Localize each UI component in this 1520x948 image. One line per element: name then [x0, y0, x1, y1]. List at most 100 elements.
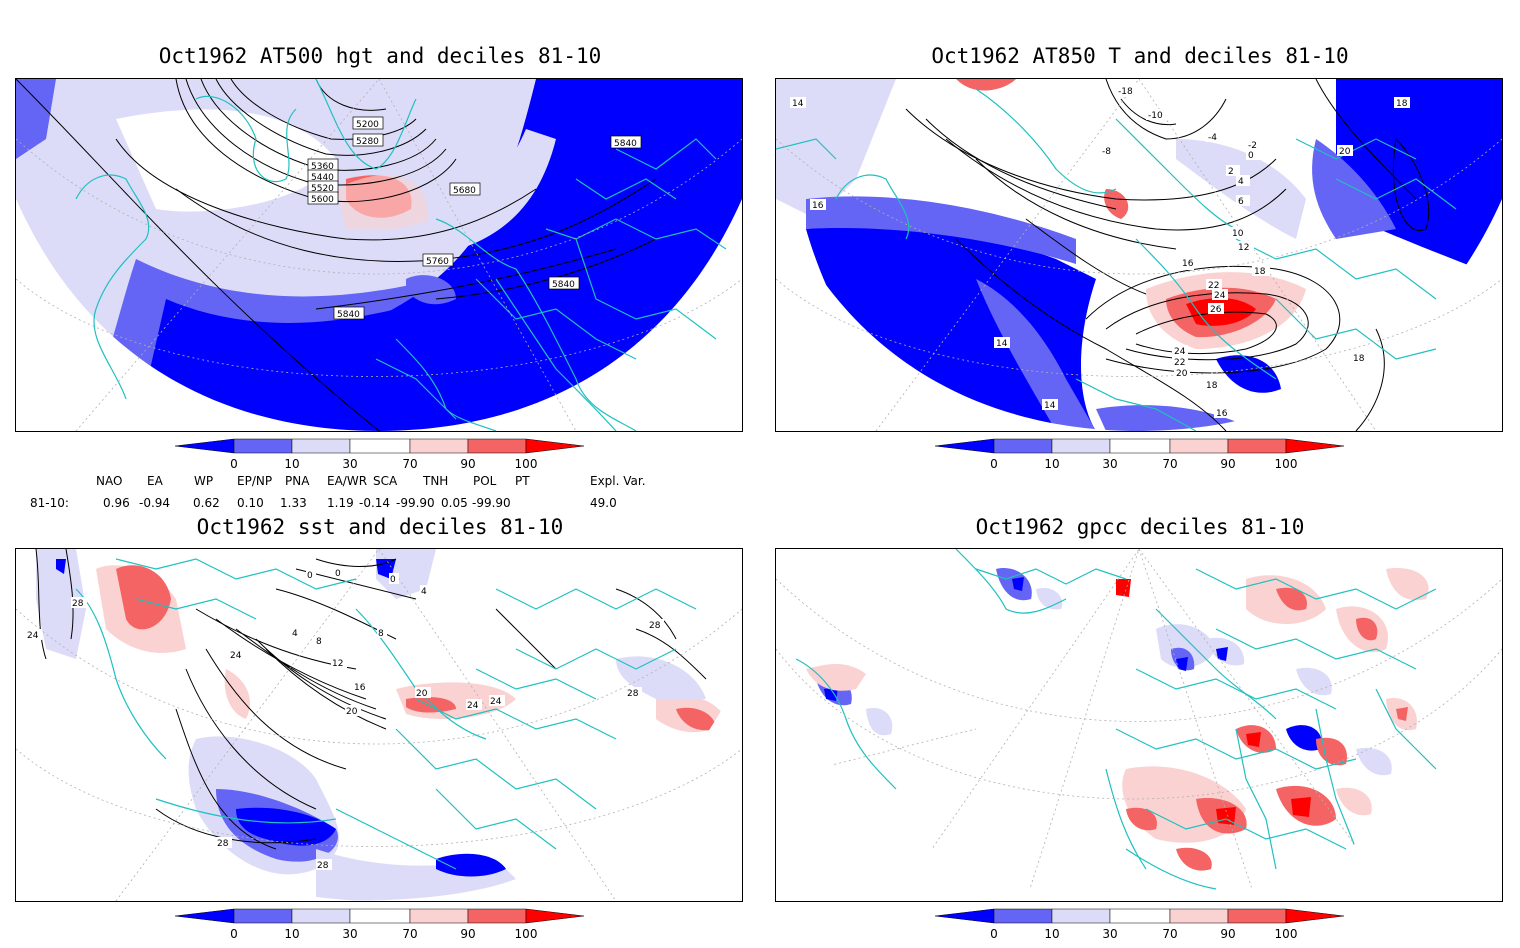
colorbar-swatch: [1051, 438, 1111, 454]
svg-text:5520: 5520: [311, 184, 334, 194]
svg-text:5680: 5680: [453, 186, 476, 196]
colorbar-swatch: [1109, 908, 1171, 924]
svg-text:24: 24: [490, 697, 502, 707]
index-value-wp: 0.62: [193, 496, 220, 510]
svg-text:5840: 5840: [337, 310, 360, 320]
svg-text:-18: -18: [1118, 87, 1133, 97]
colorbar-tick-label: 90: [1220, 457, 1235, 471]
colorbar-tick-label: 0: [990, 457, 998, 471]
colorbar-tick-label: 90: [460, 457, 475, 471]
colorbar-tick-label: 70: [1162, 927, 1177, 941]
svg-text:5840: 5840: [552, 280, 575, 290]
index-header-expl-var: Expl. Var.: [590, 474, 646, 488]
index-value-expl-var: 49.0: [590, 496, 617, 510]
colorbar-swatch: [525, 908, 585, 924]
map-panel-sst: 0 0 0 4 4 8 8 12 16 20 20 24 24 24 28 28…: [15, 548, 743, 902]
svg-text:5280: 5280: [356, 137, 379, 147]
colorbar-swatch: [174, 908, 235, 924]
svg-text:2: 2: [1228, 167, 1234, 177]
svg-text:18: 18: [1254, 267, 1266, 277]
svg-text:12: 12: [1238, 243, 1249, 253]
svg-text:-2: -2: [1248, 141, 1257, 151]
svg-text:5760: 5760: [426, 257, 449, 267]
colorbar-tick-label: 100: [1275, 457, 1298, 471]
index-header-sca: SCA: [373, 474, 398, 488]
svg-text:20: 20: [1176, 369, 1188, 379]
svg-text:24: 24: [1214, 291, 1226, 301]
colorbar-tick-label: 100: [515, 927, 538, 941]
svg-text:4: 4: [1238, 177, 1244, 187]
colorbar-tick-label: 70: [1162, 457, 1177, 471]
colorbar-swatch: [409, 438, 469, 454]
colorbar-tick-label: 90: [1220, 927, 1235, 941]
index-value-ea: -0.94: [139, 496, 171, 510]
colorbar-swatch: [1227, 908, 1287, 924]
colorbar-tr: 0 10 30 70 90 100: [932, 438, 1352, 474]
colorbar-tick-label: 70: [402, 457, 417, 471]
colorbar-swatch: [1109, 438, 1171, 454]
svg-text:0: 0: [307, 571, 313, 581]
svg-text:-10: -10: [1148, 111, 1163, 121]
colorbar-swatch: [174, 438, 235, 454]
index-header-pt: PT: [515, 474, 530, 488]
panel-title-tr: Oct1962 AT850 T and deciles 81-10: [931, 44, 1349, 68]
svg-text:5600: 5600: [311, 195, 334, 205]
colorbar-tick-label: 30: [342, 457, 357, 471]
svg-text:-4: -4: [1208, 133, 1217, 143]
svg-text:18: 18: [1396, 99, 1408, 109]
svg-text:5360: 5360: [311, 162, 334, 172]
colorbar-br: 0 10 30 70 90 100: [932, 908, 1352, 944]
colorbar-tick-label: 0: [990, 927, 998, 941]
svg-text:18: 18: [1206, 381, 1218, 391]
index-value-eawr: 1.19: [327, 496, 354, 510]
contour-labels-sst: 0 0 0 4 4 8 8 12 16 20 20 24 24 24 28 28…: [26, 567, 664, 871]
colorbar-bl: 0 10 30 70 90 100: [172, 908, 592, 944]
svg-text:28: 28: [649, 621, 661, 631]
colorbar-swatch: [993, 908, 1053, 924]
teleconnection-index-table: NAO EA WP EP/NP PNA EA/WR SCA TNH POL PT…: [0, 474, 760, 514]
svg-text:28: 28: [627, 689, 639, 699]
svg-text:10: 10: [1232, 229, 1244, 239]
colorbar-tick-label: 10: [1044, 457, 1059, 471]
svg-text:6: 6: [1238, 197, 1244, 207]
index-value-epnp: 0.10: [237, 496, 264, 510]
colorbar-swatch: [291, 908, 351, 924]
svg-text:24: 24: [467, 701, 479, 711]
colorbar-tick-label: 100: [1275, 927, 1298, 941]
colorbar-swatch: [1285, 438, 1345, 454]
index-header-epnp: EP/NP: [237, 474, 273, 488]
colorbar-svg: 0 10 30 70 90 100: [174, 908, 585, 941]
colorbar-swatch: [934, 908, 995, 924]
map-panel-gpcc: [775, 548, 1503, 902]
panel-title-br: Oct1962 gpcc deciles 81-10: [975, 515, 1305, 539]
svg-text:20: 20: [346, 707, 358, 717]
svg-text:16: 16: [1182, 259, 1194, 269]
index-value-nao: 0.96: [103, 496, 130, 510]
colorbar-tick-label: 10: [284, 457, 299, 471]
svg-text:16: 16: [354, 683, 366, 693]
svg-text:12: 12: [332, 659, 343, 669]
precip-anomaly-patches: [806, 568, 1429, 871]
svg-text:22: 22: [1208, 281, 1219, 291]
colorbar-tick-label: 30: [342, 927, 357, 941]
svg-text:18: 18: [1353, 354, 1365, 364]
svg-text:16: 16: [1216, 409, 1228, 419]
index-row-label: 81-10:: [30, 496, 69, 510]
colorbar-swatch: [409, 908, 469, 924]
svg-text:28: 28: [317, 861, 329, 871]
index-header-pna: PNA: [285, 474, 310, 488]
colorbar-tick-label: 0: [230, 457, 238, 471]
index-header-tnh: TNH: [423, 474, 449, 488]
svg-text:24: 24: [1174, 347, 1186, 357]
colorbar-swatch: [1285, 908, 1345, 924]
svg-text:24: 24: [230, 651, 242, 661]
colorbar-swatch: [1051, 908, 1111, 924]
index-header-ea: EA: [147, 474, 163, 488]
index-value-pna: 1.33: [280, 496, 307, 510]
colorbar-swatch: [233, 438, 293, 454]
colorbar-swatch: [349, 438, 411, 454]
svg-text:8: 8: [316, 637, 322, 647]
index-value-pol: 0.05: [441, 496, 468, 510]
svg-text:14: 14: [1044, 401, 1056, 411]
colorbar-swatch: [1227, 438, 1287, 454]
